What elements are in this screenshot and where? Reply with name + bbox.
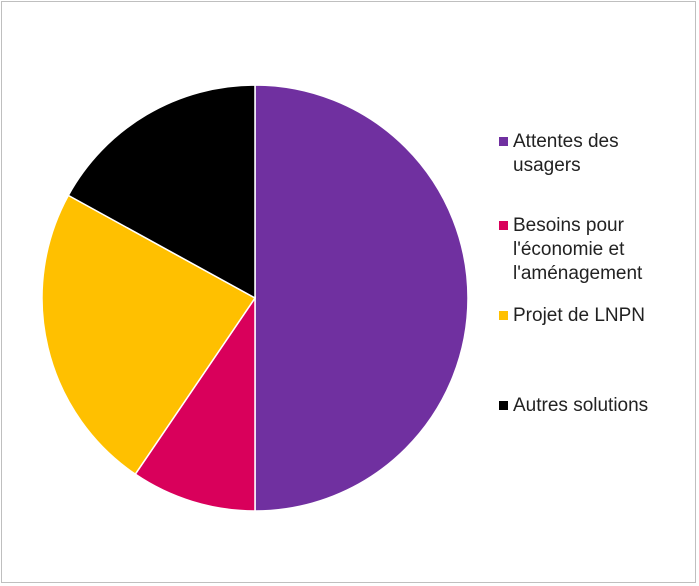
legend-swatch-icon — [499, 137, 508, 146]
pie-slice-2 — [134, 295, 256, 512]
legend-swatch-icon — [499, 221, 508, 230]
legend-label: Projet de LNPN — [513, 305, 646, 326]
pie-slice-1 — [254, 84, 469, 512]
legend-item-besoins: Besoins pour l'économie et l'aménagement — [499, 214, 642, 286]
pie-slice-3 — [41, 194, 257, 476]
legend-item-attentes-des-usagers: Attentes des usagers — [499, 130, 619, 178]
legend-item-autres-solutions: Autres solutions — [499, 394, 648, 418]
legend-swatch-icon — [499, 311, 508, 320]
legend-label: Attentes des usagers — [513, 131, 619, 176]
legend-label: Autres solutions — [513, 395, 649, 416]
legend-label: Besoins pour l'économie et l'aménagement — [513, 215, 643, 284]
legend-swatch-icon — [499, 401, 508, 410]
pie-slice-4 — [67, 84, 256, 300]
legend-item-projet-de-lnpn: Projet de LNPN — [499, 304, 645, 328]
